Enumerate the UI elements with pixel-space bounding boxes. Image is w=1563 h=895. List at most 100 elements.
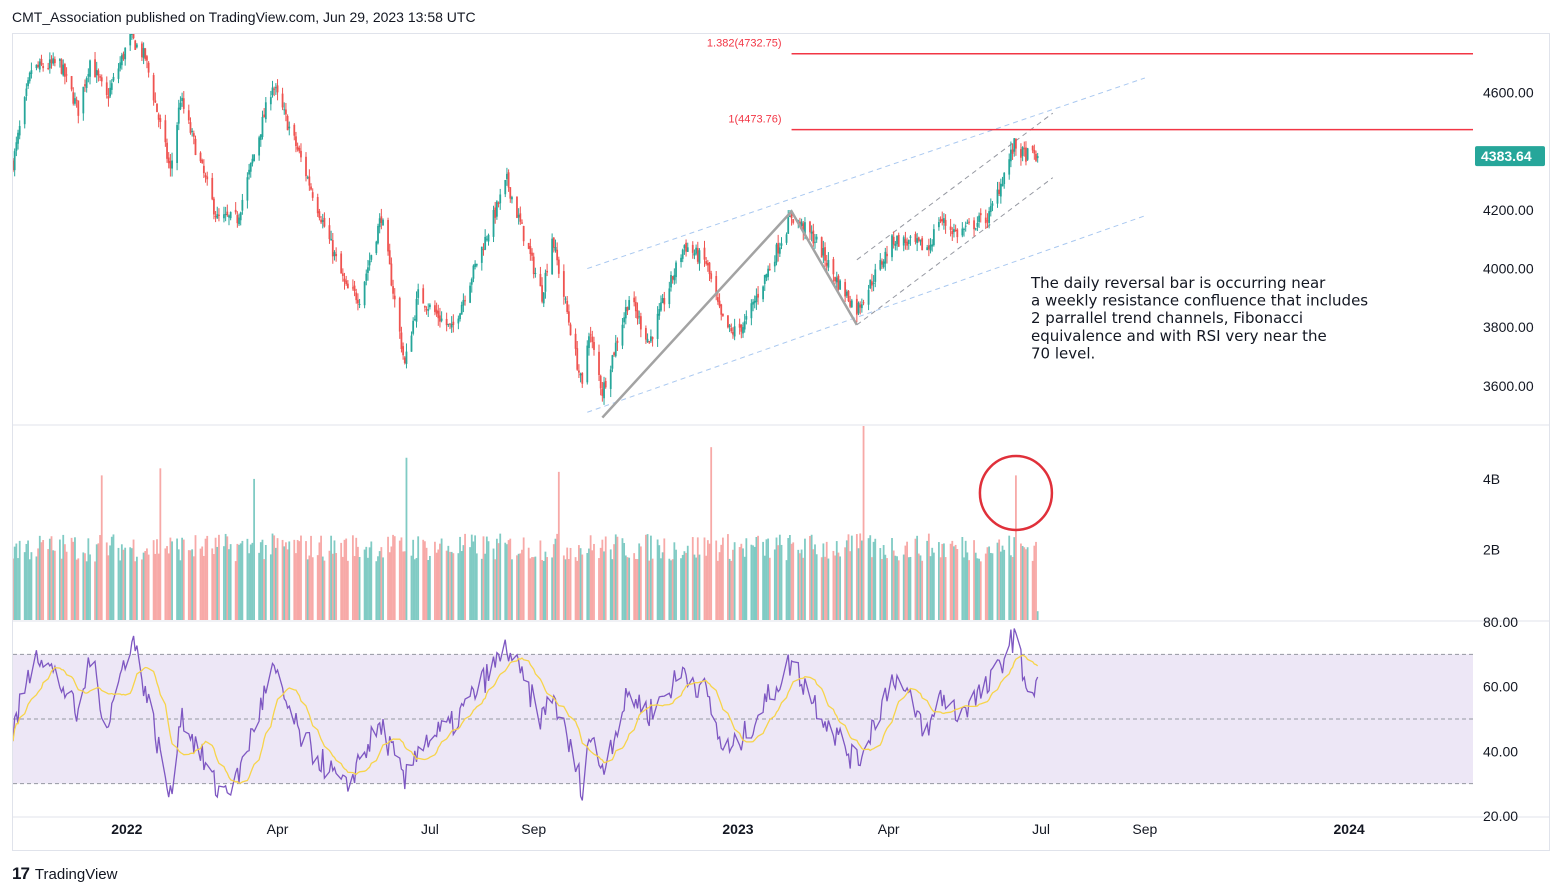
- candle-body: [470, 279, 473, 285]
- candle-body: [673, 274, 676, 281]
- volume-bar: [58, 539, 61, 620]
- volume-bar: [405, 457, 408, 620]
- candle-body: [171, 160, 173, 169]
- volume-bar: [660, 558, 662, 620]
- volume-bar: [546, 557, 549, 620]
- volume-bar: [365, 546, 368, 620]
- candle-body: [306, 177, 309, 179]
- zigzag-pattern: [601, 209, 858, 419]
- candle-body: [380, 216, 383, 223]
- candle-body: [599, 375, 602, 389]
- volume-bar: [681, 554, 684, 620]
- volume-bar: [62, 534, 65, 620]
- volume-bar: [464, 533, 466, 620]
- volume-bar: [248, 553, 250, 620]
- volume-bar: [189, 550, 192, 620]
- volume-bar: [13, 558, 14, 620]
- candle-body: [169, 160, 172, 169]
- candle-body: [718, 300, 721, 307]
- candle-body: [1031, 145, 1034, 151]
- volume-bar: [97, 543, 100, 620]
- volume-bar: [552, 544, 555, 620]
- candle-body: [623, 317, 626, 323]
- volume-bar: [881, 559, 883, 620]
- candle-body: [529, 246, 532, 255]
- volume-bar: [896, 556, 898, 620]
- volume-bar: [728, 558, 731, 620]
- candle-body: [986, 220, 989, 222]
- candle-body: [60, 59, 63, 74]
- candle-body: [680, 257, 682, 263]
- chart-frame[interactable]: 1.382(4732.75) 1(4473.76) The daily rever…: [12, 33, 1550, 851]
- candle-body: [695, 247, 698, 254]
- candle-body: [740, 324, 743, 332]
- candle-body: [412, 320, 415, 334]
- candle-body: [943, 218, 945, 223]
- candle-body: [862, 302, 865, 304]
- time-axis-tick-label: 2024: [1334, 821, 1365, 837]
- candle-body: [720, 304, 723, 315]
- volume-bar: [213, 554, 215, 620]
- candle-body: [931, 244, 934, 247]
- volume-bar: [427, 560, 430, 620]
- candle-body: [264, 102, 267, 120]
- footer-brand[interactable]: 17 TradingView: [12, 864, 117, 884]
- volume-bar: [194, 535, 197, 620]
- volume-bar: [95, 544, 98, 620]
- volume-bar: [412, 539, 415, 620]
- candle-body: [738, 323, 741, 328]
- volume-bar: [882, 545, 885, 620]
- candle-body: [87, 74, 90, 77]
- candle-body: [142, 47, 145, 58]
- volume-bar: [685, 552, 687, 620]
- volume-bar: [675, 549, 677, 620]
- candle-body: [745, 316, 748, 320]
- volume-bar: [179, 560, 182, 620]
- chart-canvas[interactable]: 1.382(4732.75) 1(4473.76) The daily rever…: [13, 34, 1549, 850]
- volume-bar: [258, 552, 261, 620]
- volume-bar: [909, 556, 912, 620]
- candle-body: [64, 64, 66, 77]
- candle-body: [40, 58, 43, 65]
- candle-body: [72, 92, 75, 104]
- candle-body: [589, 334, 592, 336]
- volume-bar: [785, 560, 788, 620]
- candle-body: [50, 59, 53, 64]
- candle-body: [392, 286, 394, 294]
- volume-bar: [425, 547, 428, 620]
- volume-bar: [271, 533, 274, 620]
- volume-bar: [929, 556, 932, 620]
- volume-bar: [331, 553, 334, 620]
- candle-body: [370, 255, 373, 260]
- candle-body: [765, 273, 768, 278]
- candle-body: [591, 336, 594, 343]
- candle-body: [554, 247, 557, 251]
- volume-bar: [716, 560, 719, 620]
- candle-body: [814, 241, 816, 243]
- candle-body: [134, 40, 137, 50]
- candle-body: [166, 142, 168, 159]
- volume-bar: [340, 542, 343, 620]
- candle-body: [42, 65, 45, 69]
- candle-body: [85, 78, 88, 88]
- candle-body: [1013, 138, 1016, 152]
- volume-highlight-circle: [978, 454, 1054, 532]
- volume-bar: [60, 558, 63, 620]
- volume-bar: [516, 555, 518, 620]
- candle-body: [874, 269, 877, 282]
- candle-body: [788, 216, 791, 218]
- time-axis-tick-label: 2022: [111, 821, 142, 837]
- volume-bar: [152, 540, 155, 620]
- volume-bar: [107, 555, 110, 620]
- candle-body: [429, 304, 431, 308]
- volume-bar: [988, 546, 991, 620]
- candle-body: [191, 130, 194, 132]
- volume-bar: [624, 555, 627, 620]
- volume-bar: [765, 539, 768, 620]
- volume-bar: [392, 534, 394, 620]
- candle-body: [564, 298, 567, 300]
- candle-body: [305, 156, 307, 177]
- candle-body: [944, 219, 947, 226]
- candle-body: [363, 281, 366, 306]
- candle-body: [75, 99, 78, 101]
